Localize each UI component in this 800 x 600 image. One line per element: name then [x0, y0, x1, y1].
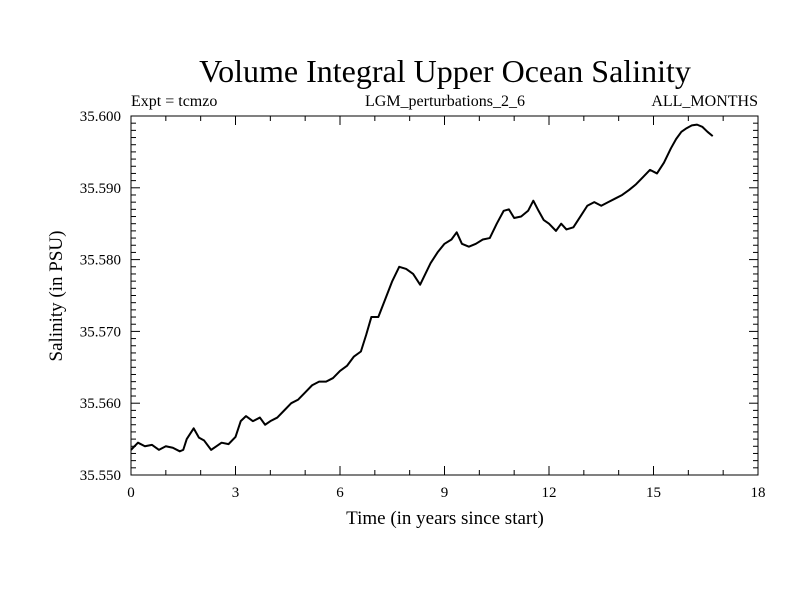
x-axis-ticks — [130, 116, 759, 475]
plot-frame — [130, 115, 759, 476]
y-axis-ticks — [131, 115, 758, 476]
subtitle-experiment: Expt = tcmzo — [131, 93, 217, 110]
x-tick-label: 12 — [542, 485, 557, 501]
x-tick-label: 3 — [232, 485, 240, 501]
y-tick-label: 35.600 — [80, 109, 121, 125]
x-axis-tick-labels: 0 3 6 9 12 15 18 — [127, 485, 765, 501]
y-tick-label: 35.590 — [80, 181, 121, 197]
salinity-series-line — [130, 123, 714, 453]
x-tick-label: 9 — [441, 485, 449, 501]
x-tick-label: 18 — [751, 485, 766, 501]
subtitle-run: LGM_perturbations_2_6 — [365, 93, 525, 110]
x-tick-label: 15 — [646, 485, 661, 501]
y-tick-label: 35.570 — [80, 324, 121, 340]
x-axis-label: Time (in years since start) — [346, 508, 544, 529]
y-tick-label: 35.560 — [80, 396, 121, 412]
y-axis-tick-labels: 35.550 35.560 35.570 35.580 35.590 35.600 — [80, 109, 121, 484]
y-axis-label: Salinity (in PSU) — [46, 231, 67, 362]
x-tick-label: 6 — [336, 485, 344, 501]
subtitle-months: ALL_MONTHS — [651, 93, 758, 110]
y-tick-label: 35.550 — [80, 468, 121, 484]
chart-title: Volume Integral Upper Ocean Salinity — [199, 53, 691, 89]
y-tick-label: 35.580 — [80, 253, 121, 269]
x-tick-label: 0 — [127, 485, 135, 501]
